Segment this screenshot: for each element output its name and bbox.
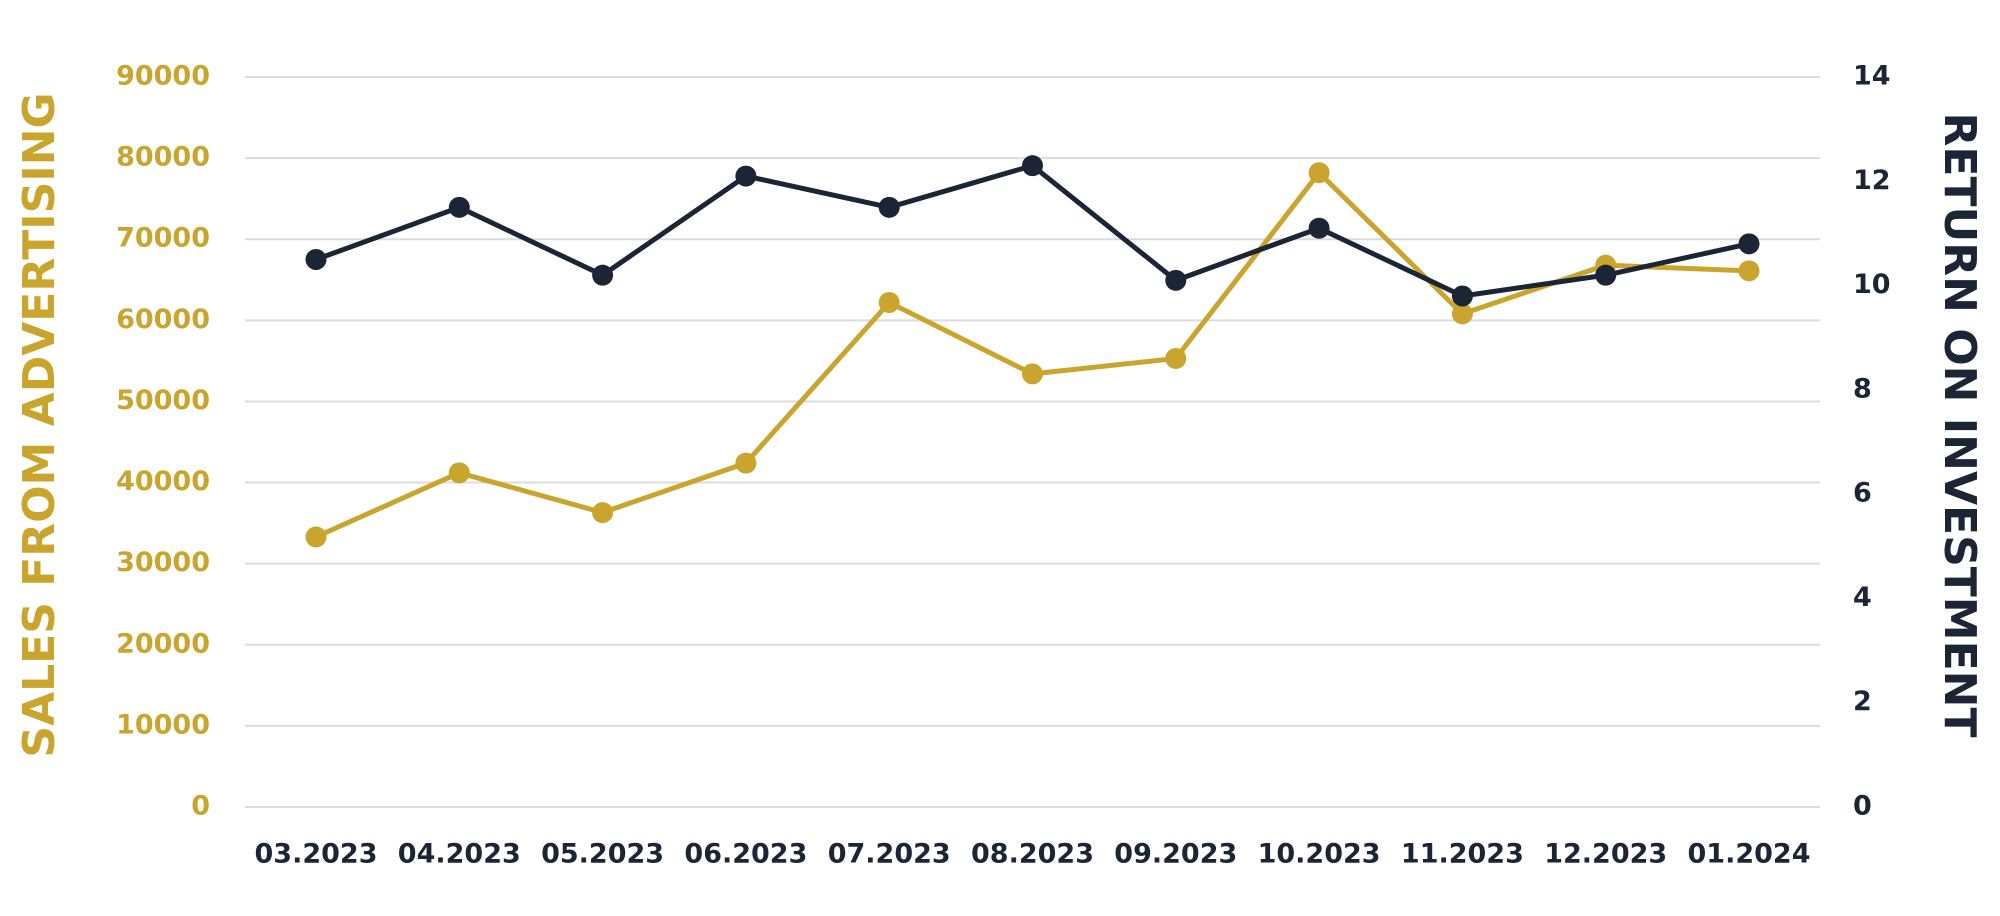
x-tick-label: 08.2023 [971, 839, 1094, 870]
data-point [305, 249, 327, 270]
y-tick-label: 10000 [116, 709, 210, 740]
x-tick-label: 09.2023 [1114, 839, 1237, 870]
series-line [315, 163, 1750, 299]
data-point [1022, 363, 1043, 385]
data-point [878, 291, 900, 313]
y2-axis-title: RETURN ON INVESTMENT [1934, 113, 1985, 738]
y-axis-title: SALES FROM ADVERTISING [14, 92, 65, 757]
y-tick-label: 0 [191, 791, 210, 822]
y-tick-label: 90000 [116, 61, 210, 92]
data-point [448, 196, 470, 218]
x-tick-label: 06.2023 [684, 839, 807, 870]
data-point [735, 165, 757, 187]
x-tick-label: 05.2023 [541, 839, 664, 870]
y2-tick-label: 14 [1853, 61, 1891, 92]
x-tick-label: 07.2023 [828, 839, 951, 870]
data-point [1738, 260, 1760, 282]
x-tick-label: 01.2024 [1688, 839, 1811, 870]
x-tick-label: 03.2023 [255, 839, 378, 870]
data-point [448, 462, 470, 484]
data-point [1022, 155, 1043, 177]
y-tick-label: 80000 [116, 142, 210, 173]
x-tick-label: 12.2023 [1544, 839, 1667, 870]
data-point [1165, 269, 1187, 291]
data-point [1595, 264, 1617, 286]
data-point [735, 452, 757, 474]
data-point [1165, 347, 1187, 369]
data-point [878, 196, 900, 218]
y-tick-label: 50000 [116, 385, 210, 416]
data-point [1451, 285, 1473, 307]
data-point [592, 502, 614, 524]
data-point [1451, 303, 1473, 325]
y-tick-label: 40000 [116, 466, 210, 497]
data-point [1308, 162, 1330, 184]
y-tick-label: 20000 [116, 628, 210, 659]
y2-tick-label: 6 [1853, 478, 1872, 509]
x-tick-label: 10.2023 [1258, 839, 1381, 870]
y-tick-label: 70000 [116, 223, 210, 254]
y-tick-label: 60000 [116, 304, 210, 335]
y2-tick-label: 10 [1853, 269, 1891, 300]
x-tick-label: 04.2023 [398, 839, 521, 870]
y2-tick-label: 4 [1853, 582, 1872, 613]
data-point [592, 264, 614, 286]
y2-tick-label: 12 [1853, 165, 1891, 196]
y2-tick-label: 8 [1853, 373, 1872, 404]
data-point [305, 526, 327, 548]
y2-tick-label: 2 [1853, 686, 1872, 717]
x-tick-label: 11.2023 [1401, 839, 1524, 870]
y-tick-label: 30000 [116, 547, 210, 578]
data-point [1738, 233, 1760, 255]
data-point [1308, 217, 1330, 239]
y2-tick-label: 0 [1853, 791, 1872, 822]
